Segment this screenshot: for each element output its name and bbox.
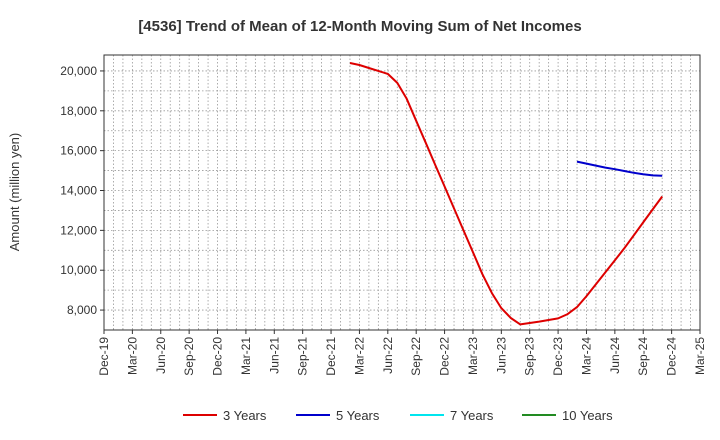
legend: 3 Years 5 Years 7 Years 10 Years xyxy=(183,408,613,423)
x-tick-label: Dec-23 xyxy=(551,337,565,376)
x-tick-label: Sep-20 xyxy=(182,337,196,376)
x-tick-label: Mar-22 xyxy=(352,337,366,375)
x-tick-label: Mar-23 xyxy=(466,337,480,375)
series-line-5-years xyxy=(576,160,663,177)
plot-background xyxy=(104,55,700,330)
y-tick-label: 8,000 xyxy=(67,303,97,317)
legend-label-3-years: 3 Years xyxy=(223,408,267,423)
x-tick-label: Dec-20 xyxy=(211,337,225,376)
y-tick-label: 20,000 xyxy=(60,64,97,78)
y-axis-label: Amount (million yen) xyxy=(7,133,22,252)
x-tick-label: Mar-21 xyxy=(239,337,253,375)
x-tick-label: Dec-24 xyxy=(665,337,679,376)
x-tick-label: Sep-21 xyxy=(296,337,310,376)
x-tick-label: Mar-25 xyxy=(693,337,707,375)
series-line-3-years xyxy=(349,62,664,326)
x-tick-label: Dec-19 xyxy=(97,337,111,376)
x-tick-label: Jun-20 xyxy=(154,337,168,374)
x-tick-label: Dec-22 xyxy=(438,337,452,376)
x-tick-label: Mar-24 xyxy=(579,337,593,375)
x-tick-label: Sep-23 xyxy=(523,337,537,376)
x-tick-label: Jun-21 xyxy=(267,337,281,374)
legend-label-10-years: 10 Years xyxy=(562,408,613,423)
x-tick-label: Sep-24 xyxy=(636,337,650,376)
y-tick-label: 10,000 xyxy=(60,263,97,277)
y-tick-label: 12,000 xyxy=(60,223,97,237)
x-tick-label: Dec-21 xyxy=(324,337,338,376)
legend-label-7-years: 7 Years xyxy=(450,408,494,423)
plot-frame xyxy=(103,54,701,331)
plot-area: 8,000 10,000 12,000 14,000 16,000 18,000 20,00… xyxy=(60,54,707,376)
x-tick-label: Jun-24 xyxy=(608,337,622,374)
x-tick-label: Jun-23 xyxy=(494,337,508,374)
y-tick-label: 18,000 xyxy=(60,104,97,118)
legend-label-5-years: 5 Years xyxy=(336,408,380,423)
x-tick-label: Sep-22 xyxy=(409,337,423,376)
x-tick-label: Jun-22 xyxy=(381,337,395,374)
x-tick-label: Mar-20 xyxy=(125,337,139,375)
y-tick-label: 16,000 xyxy=(60,144,97,158)
y-tick-label: 14,000 xyxy=(60,184,97,198)
chart-title: [4536] Trend of Mean of 12-Month Moving … xyxy=(138,18,581,35)
